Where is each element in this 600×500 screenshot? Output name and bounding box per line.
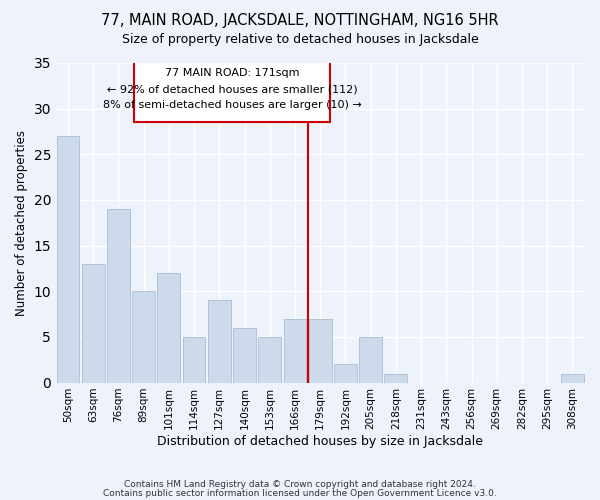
Bar — [259, 337, 281, 382]
Bar — [385, 374, 407, 382]
Bar — [132, 292, 155, 382]
Bar — [359, 337, 382, 382]
Bar — [233, 328, 256, 382]
Text: Size of property relative to detached houses in Jacksdale: Size of property relative to detached ho… — [122, 32, 478, 46]
Bar — [334, 364, 357, 382]
Bar — [56, 136, 79, 382]
Bar — [183, 337, 205, 382]
Bar — [82, 264, 104, 382]
Bar — [284, 318, 307, 382]
Bar — [309, 318, 332, 382]
Bar — [208, 300, 230, 382]
Text: Contains HM Land Registry data © Crown copyright and database right 2024.: Contains HM Land Registry data © Crown c… — [124, 480, 476, 489]
X-axis label: Distribution of detached houses by size in Jacksdale: Distribution of detached houses by size … — [157, 434, 483, 448]
Bar — [157, 273, 180, 382]
Bar — [561, 374, 584, 382]
Text: 77 MAIN ROAD: 171sqm
← 92% of detached houses are smaller (112)
8% of semi-detac: 77 MAIN ROAD: 171sqm ← 92% of detached h… — [103, 68, 361, 110]
Text: 77, MAIN ROAD, JACKSDALE, NOTTINGHAM, NG16 5HR: 77, MAIN ROAD, JACKSDALE, NOTTINGHAM, NG… — [101, 12, 499, 28]
Text: Contains public sector information licensed under the Open Government Licence v3: Contains public sector information licen… — [103, 488, 497, 498]
FancyBboxPatch shape — [134, 56, 330, 122]
Bar — [107, 209, 130, 382]
Y-axis label: Number of detached properties: Number of detached properties — [15, 130, 28, 316]
